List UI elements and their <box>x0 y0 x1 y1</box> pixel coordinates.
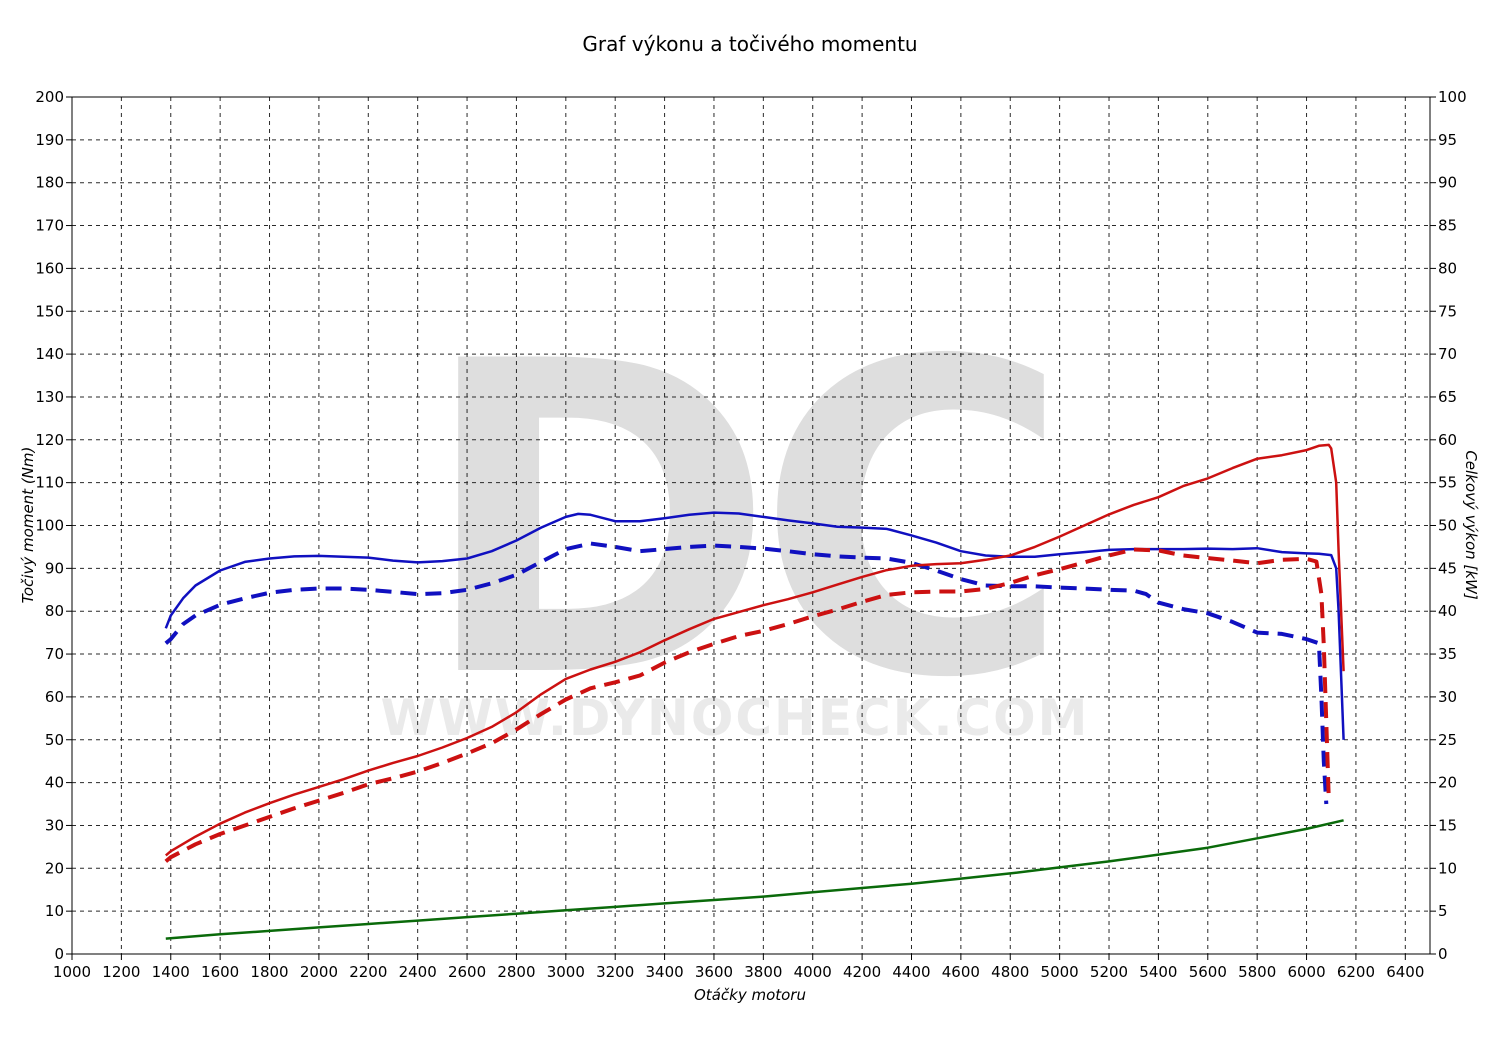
x-tick-label: 4200 <box>843 963 881 981</box>
x-tick-label: 6400 <box>1386 963 1424 981</box>
x-tick-label: 6000 <box>1287 963 1325 981</box>
y-left-tick-label: 90 <box>45 559 64 577</box>
y-left-tick-label: 130 <box>35 388 64 406</box>
x-tick-label: 1200 <box>102 963 140 981</box>
y-right-tick-label: 85 <box>1438 217 1457 235</box>
x-axis-label: Otáčky motoru <box>694 986 806 1004</box>
x-tick-label: 2000 <box>300 963 338 981</box>
y-right-tick-label: 80 <box>1438 259 1457 277</box>
grid <box>72 97 1430 954</box>
y-left-tick-label: 60 <box>45 688 64 706</box>
y-left-tick-label: 50 <box>45 731 64 749</box>
y-right-tick-label: 20 <box>1438 774 1457 792</box>
y-right-tick-label: 55 <box>1438 474 1457 492</box>
x-tick-label: 5000 <box>1041 963 1079 981</box>
y-right-tick-label: 70 <box>1438 345 1457 363</box>
y-left-tick-label: 100 <box>35 517 64 535</box>
y-right-tick-label: 100 <box>1438 88 1467 106</box>
y-right-tick-label: 65 <box>1438 388 1457 406</box>
watermark: DC WWW.DYNOCHECK.COM <box>381 272 1090 772</box>
y-left-tick-label: 0 <box>54 945 64 963</box>
y-right-tick-label: 50 <box>1438 517 1457 535</box>
y-right-tick-label: 0 <box>1438 945 1448 963</box>
x-tick-label: 4600 <box>942 963 980 981</box>
y-right-tick-label: 5 <box>1438 902 1448 920</box>
watermark-url: WWW.DYNOCHECK.COM <box>381 689 1090 747</box>
x-tick-label: 4000 <box>794 963 832 981</box>
x-tick-label: 3400 <box>645 963 683 981</box>
series-loss-power <box>165 819 1344 940</box>
x-tick-label: 2400 <box>399 963 437 981</box>
y-right-tick-label: 25 <box>1438 731 1457 749</box>
y-left-tick-label: 150 <box>35 302 64 320</box>
y-right-tick-label: 90 <box>1438 174 1457 192</box>
x-tick-label: 1600 <box>201 963 239 981</box>
series-lines <box>164 443 1345 940</box>
series-torque-tuned <box>164 511 1345 740</box>
x-tick-label: 2200 <box>349 963 387 981</box>
y-right-tick-label: 40 <box>1438 602 1457 620</box>
series-power-stock <box>164 547 1331 863</box>
y-left-tick-label: 110 <box>35 474 64 492</box>
x-tick-label: 3800 <box>744 963 782 981</box>
chart-title: Graf výkonu a točivého momentu <box>582 32 917 56</box>
y-left-tick-label: 40 <box>45 774 64 792</box>
y-right-tick-label: 15 <box>1438 816 1457 834</box>
x-tick-label: 1400 <box>152 963 190 981</box>
y-left-tick-label: 160 <box>35 259 64 277</box>
x-tick-label: 5600 <box>1189 963 1227 981</box>
series-torque-stock <box>164 541 1329 805</box>
x-tick-label: 5400 <box>1139 963 1177 981</box>
y-right-tick-label: 35 <box>1438 645 1457 663</box>
x-tick-label: 3000 <box>547 963 585 981</box>
y-right-tick-label: 45 <box>1438 559 1457 577</box>
y-left-tick-label: 180 <box>35 174 64 192</box>
y-left-tick-label: 120 <box>35 431 64 449</box>
x-tick-label: 6200 <box>1337 963 1375 981</box>
x-tick-label: 5200 <box>1090 963 1128 981</box>
y-right-tick-label: 75 <box>1438 302 1457 320</box>
series-power-tuned <box>164 443 1345 857</box>
y-right-tick-label: 95 <box>1438 131 1457 149</box>
y-right-tick-label: 60 <box>1438 431 1457 449</box>
y-left-tick-label: 30 <box>45 816 64 834</box>
y-axis-label-right: Celkový výkon [kW] <box>1462 450 1480 600</box>
y-axis-label-left: Točivý moment (Nm) <box>19 447 37 604</box>
axis-ticks: 1000 1200 1400 1600 1800 2000 2200 2400 2600 2800… <box>35 88 1466 981</box>
y-left-tick-label: 80 <box>45 602 64 620</box>
x-tick-label: 3200 <box>596 963 634 981</box>
y-left-tick-label: 20 <box>45 859 64 877</box>
y-left-tick-label: 190 <box>35 131 64 149</box>
y-right-tick-label: 10 <box>1438 859 1457 877</box>
y-left-tick-label: 170 <box>35 217 64 235</box>
x-tick-label: 2800 <box>497 963 535 981</box>
y-left-tick-label: 10 <box>45 902 64 920</box>
x-tick-label: 1800 <box>250 963 288 981</box>
x-tick-label: 2600 <box>448 963 486 981</box>
watermark-logo: DC <box>419 272 1052 772</box>
x-tick-label: 4800 <box>991 963 1029 981</box>
x-tick-label: 4400 <box>892 963 930 981</box>
x-tick-label: 1000 <box>53 963 91 981</box>
x-tick-label: 5800 <box>1238 963 1276 981</box>
x-tick-label: 3600 <box>695 963 733 981</box>
y-left-tick-label: 140 <box>35 345 64 363</box>
y-right-tick-label: 30 <box>1438 688 1457 706</box>
plot-frame <box>71 96 1431 955</box>
y-left-tick-label: 70 <box>45 645 64 663</box>
y-left-tick-label: 200 <box>35 88 64 106</box>
